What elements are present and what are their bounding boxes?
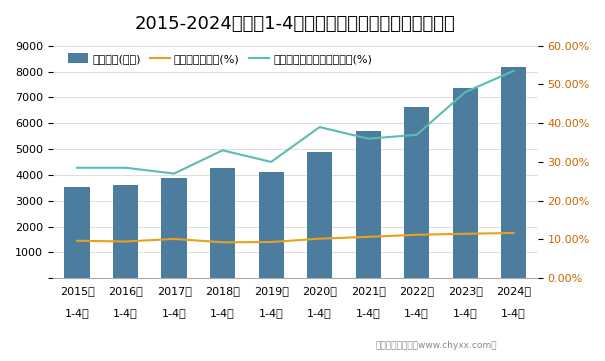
Legend: 应收账款(亿元), 应收账款百分比(%), 应收账款占营业收入的比重(%): 应收账款(亿元), 应收账款百分比(%), 应收账款占营业收入的比重(%): [64, 49, 376, 68]
应收账款占营业收入的比重(%): [413, 132, 420, 137]
应收账款占营业收入的比重(%): [73, 166, 80, 170]
应收账款百分比(%): [364, 235, 371, 239]
Bar: [210, 168, 235, 278]
Line: 应收账款百分比(%): 应收账款百分比(%): [77, 233, 514, 242]
Line: 应收账款占营业收入的比重(%): 应收账款占营业收入的比重(%): [77, 71, 514, 174]
应收账款占营业收入的比重(%): [219, 148, 226, 152]
Text: 1-4月: 1-4月: [211, 308, 235, 318]
应收账款百分比(%): [462, 232, 469, 236]
Text: 1-4月: 1-4月: [453, 308, 477, 318]
Bar: [307, 152, 332, 278]
应收账款百分比(%): [73, 239, 80, 243]
应收账款占营业收入的比重(%): [510, 69, 517, 73]
Title: 2015-2024年各年1-4月四川省工业企业应收账款统计图: 2015-2024年各年1-4月四川省工业企业应收账款统计图: [135, 15, 456, 33]
应收账款占营业收入的比重(%): [364, 136, 371, 141]
Text: 1-4月: 1-4月: [259, 308, 284, 318]
Bar: [404, 107, 430, 278]
应收账款占营业收入的比重(%): [462, 90, 469, 94]
Bar: [453, 88, 478, 278]
应收账款百分比(%): [219, 240, 226, 244]
Text: 1-4月: 1-4月: [162, 308, 186, 318]
Text: 1-4月: 1-4月: [113, 308, 138, 318]
应收账款百分比(%): [122, 239, 129, 244]
应收账款百分比(%): [171, 237, 178, 241]
应收账款占营业收入的比重(%): [316, 125, 323, 129]
应收账款百分比(%): [510, 231, 517, 235]
Text: 1-4月: 1-4月: [65, 308, 90, 318]
Text: 制图：智研咨询（www.chyxx.com）: 制图：智研咨询（www.chyxx.com）: [375, 341, 497, 350]
Bar: [162, 178, 187, 278]
应收账款占营业收入的比重(%): [171, 171, 178, 176]
Text: 1-4月: 1-4月: [356, 308, 381, 318]
应收账款占营业收入的比重(%): [122, 166, 129, 170]
Bar: [258, 172, 284, 278]
应收账款占营业收入的比重(%): [267, 160, 275, 164]
Bar: [65, 187, 90, 278]
Text: 1-4月: 1-4月: [307, 308, 332, 318]
Text: 1-4月: 1-4月: [502, 308, 526, 318]
应收账款百分比(%): [316, 236, 323, 241]
Bar: [356, 131, 381, 278]
应收账款百分比(%): [267, 240, 275, 244]
Bar: [113, 185, 138, 278]
Bar: [501, 67, 526, 278]
Text: 1-4月: 1-4月: [404, 308, 429, 318]
应收账款百分比(%): [413, 232, 420, 237]
